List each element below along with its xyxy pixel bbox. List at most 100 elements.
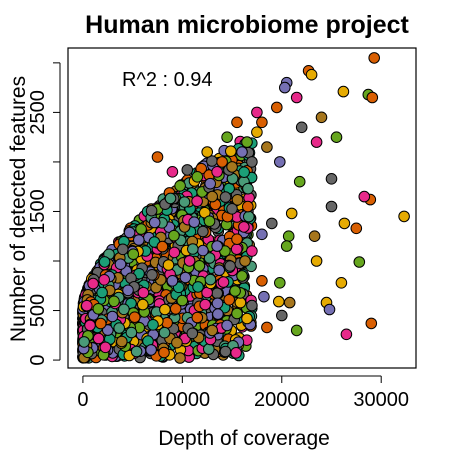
chart-title: Human microbiome project xyxy=(85,11,409,39)
scatter-point xyxy=(230,243,243,255)
scatter-point xyxy=(102,324,114,336)
scatter-point xyxy=(230,347,242,359)
scatter-point xyxy=(223,294,235,306)
scatter-point xyxy=(368,52,381,64)
scatter-point xyxy=(226,161,238,173)
scatter-point xyxy=(273,295,285,308)
scatter-point xyxy=(81,299,93,312)
scatter-point xyxy=(340,328,353,341)
scatter-point xyxy=(283,296,296,309)
scatter-point xyxy=(282,230,295,242)
scatter-point xyxy=(238,166,250,178)
scatter-point xyxy=(158,346,170,359)
scatter-point xyxy=(204,273,217,286)
scatter-point xyxy=(183,255,196,267)
scatter-point xyxy=(161,317,173,329)
scatter-point xyxy=(123,226,136,239)
scatter-point xyxy=(118,303,130,316)
scatter-point xyxy=(258,290,270,303)
scatter-point xyxy=(238,221,250,233)
scatter-point xyxy=(186,327,199,340)
scatter-point xyxy=(280,240,293,252)
scatter-point xyxy=(246,245,258,257)
scatter-point xyxy=(236,270,248,282)
scatter-point xyxy=(246,156,258,168)
scatter-point xyxy=(256,275,268,287)
scatter-point xyxy=(217,276,230,288)
r-squared-annotation: R^2 : 0.94 xyxy=(122,69,213,91)
scatter-point xyxy=(261,321,273,334)
scatter-point xyxy=(231,307,243,320)
scatter-point xyxy=(191,171,204,183)
scatter-point xyxy=(279,81,291,94)
y-tick-label: 500 xyxy=(27,294,49,327)
scatter-point xyxy=(325,173,338,185)
scatter-point xyxy=(274,156,286,168)
scatter-point xyxy=(246,299,258,312)
scatter-point xyxy=(187,243,199,255)
scatter-point xyxy=(274,277,286,289)
scatter-point xyxy=(96,286,108,299)
scatter-point xyxy=(256,228,268,241)
scatter-point xyxy=(203,252,216,264)
scatter-point xyxy=(191,195,203,207)
scatter-point xyxy=(178,196,191,208)
scatter-point xyxy=(78,336,90,348)
scatter-point xyxy=(151,151,164,163)
scatter-point xyxy=(193,260,206,272)
scatter-point xyxy=(176,294,189,307)
scatter-point xyxy=(365,317,378,330)
x-axis-label: Depth of coverage xyxy=(158,427,330,450)
scatter-point xyxy=(251,106,263,119)
scatter-point xyxy=(168,246,181,259)
scatter-point xyxy=(125,326,138,339)
scatter-point xyxy=(323,303,336,316)
scatter-point xyxy=(211,287,223,300)
scatter-point xyxy=(285,207,298,220)
data-points xyxy=(77,52,410,364)
scatter-point xyxy=(87,277,99,290)
scatter-point xyxy=(310,136,323,148)
scatter-point xyxy=(137,298,149,311)
scatter-point xyxy=(358,190,371,203)
scatter-point xyxy=(137,286,150,299)
scatter-point xyxy=(166,166,179,178)
scatter-point xyxy=(197,244,209,257)
scatter-point xyxy=(242,182,254,195)
scatter-point xyxy=(106,310,119,323)
scatter-point xyxy=(315,111,328,124)
scatter-point xyxy=(162,259,175,271)
scatter-point xyxy=(114,258,127,271)
scatter-point xyxy=(366,91,379,104)
scatter-point xyxy=(98,256,111,268)
scatter-point xyxy=(158,326,171,339)
scatter-point xyxy=(293,175,306,188)
scatter-point xyxy=(145,344,157,356)
scatter-point xyxy=(99,341,112,354)
scatter-point xyxy=(188,216,200,228)
axes: 0 10000 20000 30000 0 500 1500 2500 xyxy=(27,62,409,411)
scatter-point xyxy=(199,298,211,311)
scatter-point xyxy=(231,116,243,129)
x-tick-label: 10000 xyxy=(155,389,211,411)
scatter-point xyxy=(216,156,228,168)
scatter-point xyxy=(166,275,179,287)
scatter-point xyxy=(191,311,204,324)
scatter-point xyxy=(92,303,105,315)
scatter-point xyxy=(295,121,308,134)
scatter-point xyxy=(231,233,243,245)
scatter-point xyxy=(108,295,120,308)
scatter-point xyxy=(164,192,177,205)
scatter-point xyxy=(261,141,273,153)
scatter-point xyxy=(203,215,216,227)
y-axis-label: Number of detected features xyxy=(7,76,30,342)
scatter-point xyxy=(225,145,237,157)
scatter-point xyxy=(206,324,218,337)
scatter-point xyxy=(135,223,147,235)
scatter-point xyxy=(201,146,213,158)
scatter-point xyxy=(171,336,183,349)
scatter-point xyxy=(127,248,140,260)
scatter-point xyxy=(325,200,338,213)
scatter-point xyxy=(276,309,288,322)
